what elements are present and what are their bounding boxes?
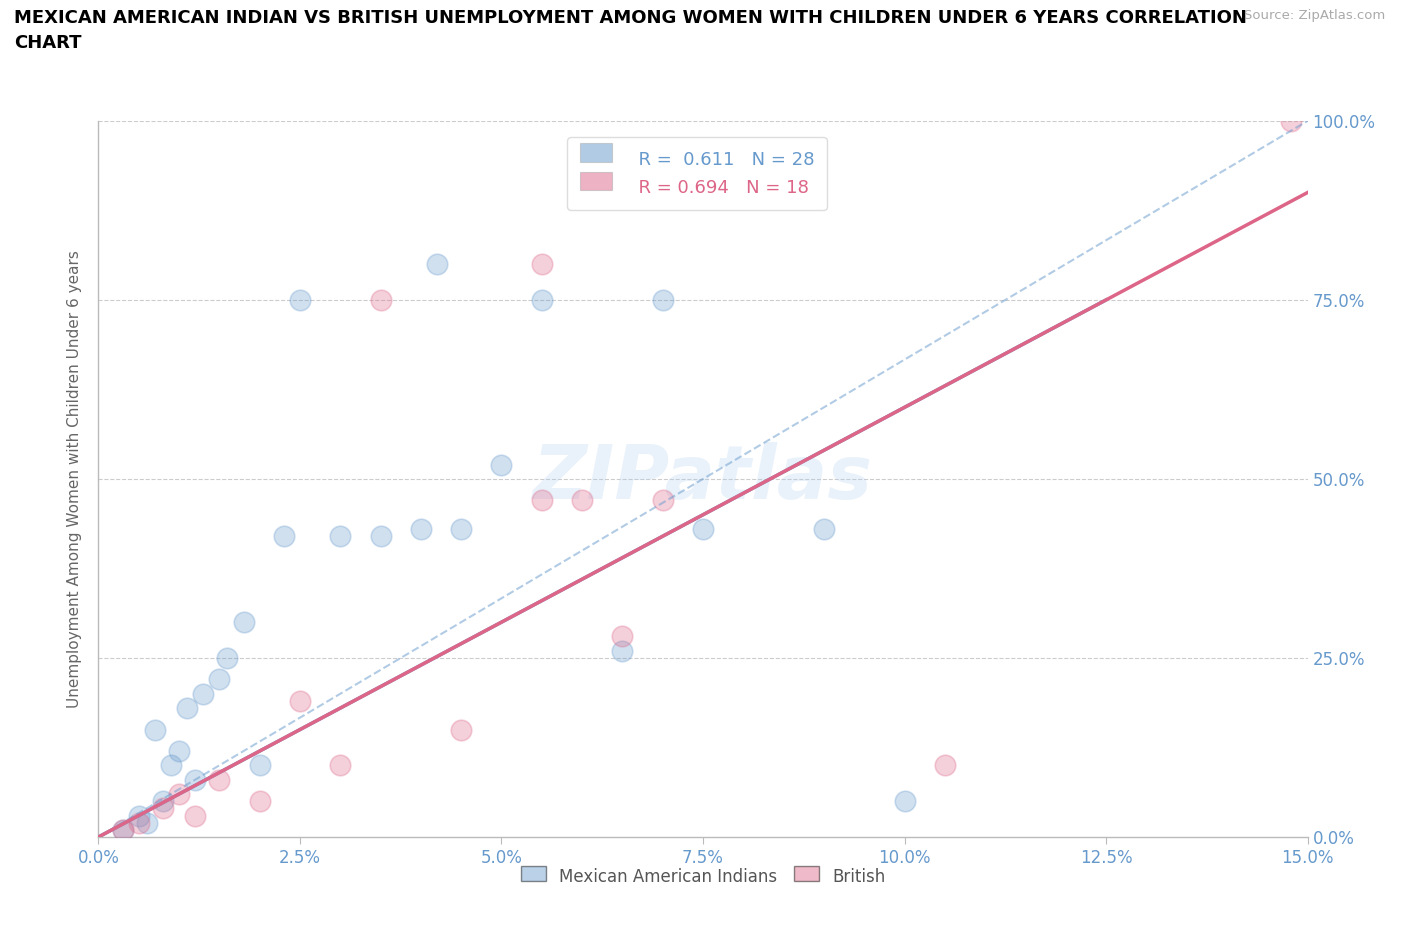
Point xyxy=(111,822,134,837)
Point xyxy=(152,794,174,809)
Point xyxy=(176,700,198,715)
Point xyxy=(128,808,150,823)
Point xyxy=(184,772,207,787)
Point xyxy=(217,651,239,666)
Point xyxy=(249,758,271,773)
Point xyxy=(329,529,352,544)
Point xyxy=(491,458,513,472)
Point xyxy=(208,772,231,787)
Point xyxy=(152,801,174,816)
Point xyxy=(193,686,215,701)
Point xyxy=(651,293,673,308)
Point xyxy=(813,522,835,537)
Point xyxy=(160,758,183,773)
Point xyxy=(530,493,553,508)
Point xyxy=(612,644,634,658)
Point xyxy=(571,493,593,508)
Point xyxy=(184,808,207,823)
Point xyxy=(232,615,254,630)
Point xyxy=(893,794,915,809)
Point xyxy=(111,822,134,837)
Point xyxy=(692,522,714,537)
Point xyxy=(370,293,392,308)
Point xyxy=(450,722,472,737)
Text: ZIPatlas: ZIPatlas xyxy=(533,443,873,515)
Point xyxy=(288,293,311,308)
Point xyxy=(651,493,673,508)
Point xyxy=(128,816,150,830)
Point xyxy=(530,257,553,272)
Point xyxy=(143,722,166,737)
Point xyxy=(208,672,231,687)
Point xyxy=(135,816,157,830)
Point xyxy=(409,522,432,537)
Point xyxy=(288,694,311,709)
Legend: Mexican American Indians, British: Mexican American Indians, British xyxy=(515,862,891,893)
Point xyxy=(273,529,295,544)
Point xyxy=(426,257,449,272)
Point xyxy=(530,293,553,308)
Point xyxy=(450,522,472,537)
Point xyxy=(167,787,190,802)
Text: Source: ZipAtlas.com: Source: ZipAtlas.com xyxy=(1244,9,1385,22)
Y-axis label: Unemployment Among Women with Children Under 6 years: Unemployment Among Women with Children U… xyxy=(67,250,83,708)
Point xyxy=(167,744,190,759)
Point xyxy=(934,758,956,773)
Point xyxy=(329,758,352,773)
Point xyxy=(1281,113,1303,128)
Text: MEXICAN AMERICAN INDIAN VS BRITISH UNEMPLOYMENT AMONG WOMEN WITH CHILDREN UNDER : MEXICAN AMERICAN INDIAN VS BRITISH UNEMP… xyxy=(14,9,1247,52)
Point xyxy=(370,529,392,544)
Point xyxy=(612,629,634,644)
Point xyxy=(249,794,271,809)
